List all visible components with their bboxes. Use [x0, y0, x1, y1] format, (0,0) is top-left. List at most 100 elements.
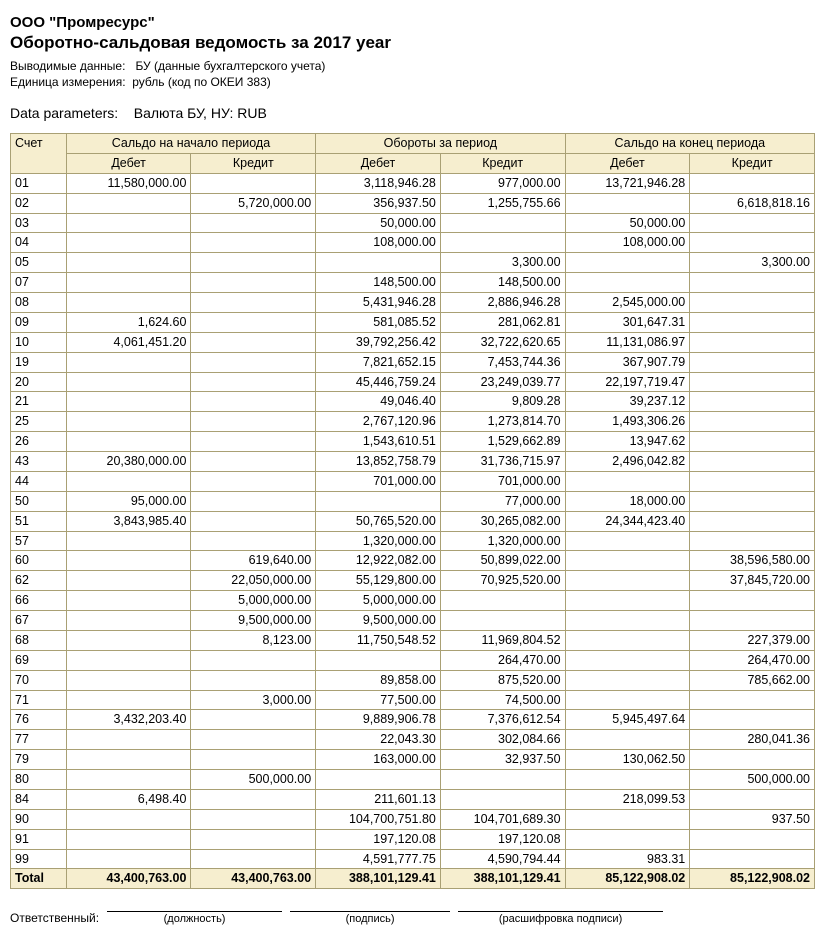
header-opening-debit: Дебет [66, 153, 191, 173]
cell-turnover-credit: 977,000.00 [440, 173, 565, 193]
cell-opening-credit [191, 809, 316, 829]
cell-opening-debit [66, 829, 191, 849]
unit-value: рубль (код по ОКЕИ 383) [132, 75, 271, 89]
table-row: 091,624.60581,085.52281,062.81301,647.31 [11, 312, 815, 332]
cell-closing-credit [690, 491, 815, 511]
header-turnover-credit: Кредит [440, 153, 565, 173]
cell-closing-credit: 37,845,720.00 [690, 571, 815, 591]
cell-turnover-credit: 2,886,946.28 [440, 293, 565, 313]
cell-closing-debit: 13,947.62 [565, 432, 690, 452]
cell-opening-credit [191, 829, 316, 849]
table-row: 025,720,000.00356,937.501,255,755.666,61… [11, 193, 815, 213]
cell-opening-credit: 500,000.00 [191, 770, 316, 790]
cell-opening-credit [191, 273, 316, 293]
cell-closing-debit [565, 670, 690, 690]
table-row: 6222,050,000.0055,129,800.0070,925,520.0… [11, 571, 815, 591]
cell-account: 90 [11, 809, 67, 829]
cell-account: 60 [11, 551, 67, 571]
header-account: Счет [11, 134, 67, 174]
cell-opening-credit [191, 293, 316, 313]
cell-account: 10 [11, 332, 67, 352]
cell-account: 09 [11, 312, 67, 332]
cell-closing-credit [690, 690, 815, 710]
cell-turnover-debit: 701,000.00 [316, 471, 441, 491]
cell-opening-credit [191, 253, 316, 273]
cell-closing-credit: 280,041.36 [690, 730, 815, 750]
cell-turnover-credit: 875,520.00 [440, 670, 565, 690]
cell-turnover-credit: 264,470.00 [440, 650, 565, 670]
cell-opening-credit [191, 372, 316, 392]
cell-closing-debit [565, 193, 690, 213]
header-opening-credit: Кредит [191, 153, 316, 173]
cell-account: 50 [11, 491, 67, 511]
cell-closing-debit: 1,493,306.26 [565, 412, 690, 432]
cell-closing-debit [565, 611, 690, 631]
cell-opening-credit: 9,500,000.00 [191, 611, 316, 631]
cell-opening-debit [66, 531, 191, 551]
cell-opening-credit [191, 650, 316, 670]
cell-opening-credit [191, 849, 316, 869]
cell-closing-debit: 22,197,719.47 [565, 372, 690, 392]
cell-turnover-debit: 12,922,082.00 [316, 551, 441, 571]
table-row: 0111,580,000.003,118,946.28977,000.0013,… [11, 173, 815, 193]
table-row: 2149,046.409,809.2839,237.12 [11, 392, 815, 412]
table-row: 60619,640.0012,922,082.0050,899,022.0038… [11, 551, 815, 571]
cell-turnover-debit: 211,601.13 [316, 789, 441, 809]
header-closing: Сальдо на конец периода [565, 134, 814, 154]
unit-line: Единица измерения: рубль (код по ОКЕИ 38… [10, 75, 815, 89]
balance-table: Счет Сальдо на начало периода Обороты за… [10, 133, 815, 889]
cell-turnover-credit: 70,925,520.00 [440, 571, 565, 591]
cell-closing-credit [690, 591, 815, 611]
table-row: 7089,858.00875,520.00785,662.00 [11, 670, 815, 690]
cell-closing-debit: 301,647.31 [565, 312, 690, 332]
table-row: 261,543,610.511,529,662.8913,947.62 [11, 432, 815, 452]
table-header: Счет Сальдо на начало периода Обороты за… [11, 134, 815, 174]
cell-closing-debit [565, 531, 690, 551]
cell-account: 70 [11, 670, 67, 690]
cell-opening-debit [66, 273, 191, 293]
params-value: Валюта БУ, НУ: RUB [134, 105, 267, 121]
cell-opening-debit [66, 770, 191, 790]
report-title: Оборотно-сальдовая ведомость за 2017 yea… [10, 33, 815, 53]
cell-turnover-debit: 581,085.52 [316, 312, 441, 332]
cell-account: 08 [11, 293, 67, 313]
cell-opening-credit [191, 312, 316, 332]
cell-opening-debit [66, 849, 191, 869]
cell-opening-credit [191, 491, 316, 511]
cell-closing-credit [690, 511, 815, 531]
total-turnover-credit: 388,101,129.41 [440, 869, 565, 889]
unit-label: Единица измерения: [10, 75, 126, 89]
header-turnover: Обороты за период [316, 134, 565, 154]
cell-turnover-debit: 1,320,000.00 [316, 531, 441, 551]
total-row: Total 43,400,763.00 43,400,763.00 388,10… [11, 869, 815, 889]
cell-closing-credit [690, 789, 815, 809]
total-opening-debit: 43,400,763.00 [66, 869, 191, 889]
cell-opening-credit [191, 710, 316, 730]
cell-account: 51 [11, 511, 67, 531]
cell-turnover-debit: 13,852,758.79 [316, 452, 441, 472]
header-closing-credit: Кредит [690, 153, 815, 173]
cell-opening-debit [66, 809, 191, 829]
cell-opening-debit [66, 571, 191, 591]
table-row: 0350,000.0050,000.00 [11, 213, 815, 233]
cell-opening-debit [66, 193, 191, 213]
cell-closing-debit [565, 829, 690, 849]
cell-turnover-credit: 30,265,082.00 [440, 511, 565, 531]
cell-opening-credit [191, 531, 316, 551]
cell-turnover-credit: 1,529,662.89 [440, 432, 565, 452]
cell-opening-debit [66, 591, 191, 611]
cell-opening-debit [66, 352, 191, 372]
cell-turnover-credit [440, 770, 565, 790]
cell-closing-credit: 3,300.00 [690, 253, 815, 273]
table-row: 79163,000.0032,937.50130,062.50 [11, 750, 815, 770]
cell-opening-credit: 5,000,000.00 [191, 591, 316, 611]
cell-closing-credit [690, 452, 815, 472]
cell-opening-debit: 20,380,000.00 [66, 452, 191, 472]
cell-turnover-debit: 4,591,777.75 [316, 849, 441, 869]
cell-opening-debit: 4,061,451.20 [66, 332, 191, 352]
table-row: 5095,000.0077,000.0018,000.00 [11, 491, 815, 511]
total-closing-credit: 85,122,908.02 [690, 869, 815, 889]
cell-turnover-debit: 49,046.40 [316, 392, 441, 412]
cell-closing-debit [565, 253, 690, 273]
table-row: 252,767,120.961,273,814.701,493,306.26 [11, 412, 815, 432]
